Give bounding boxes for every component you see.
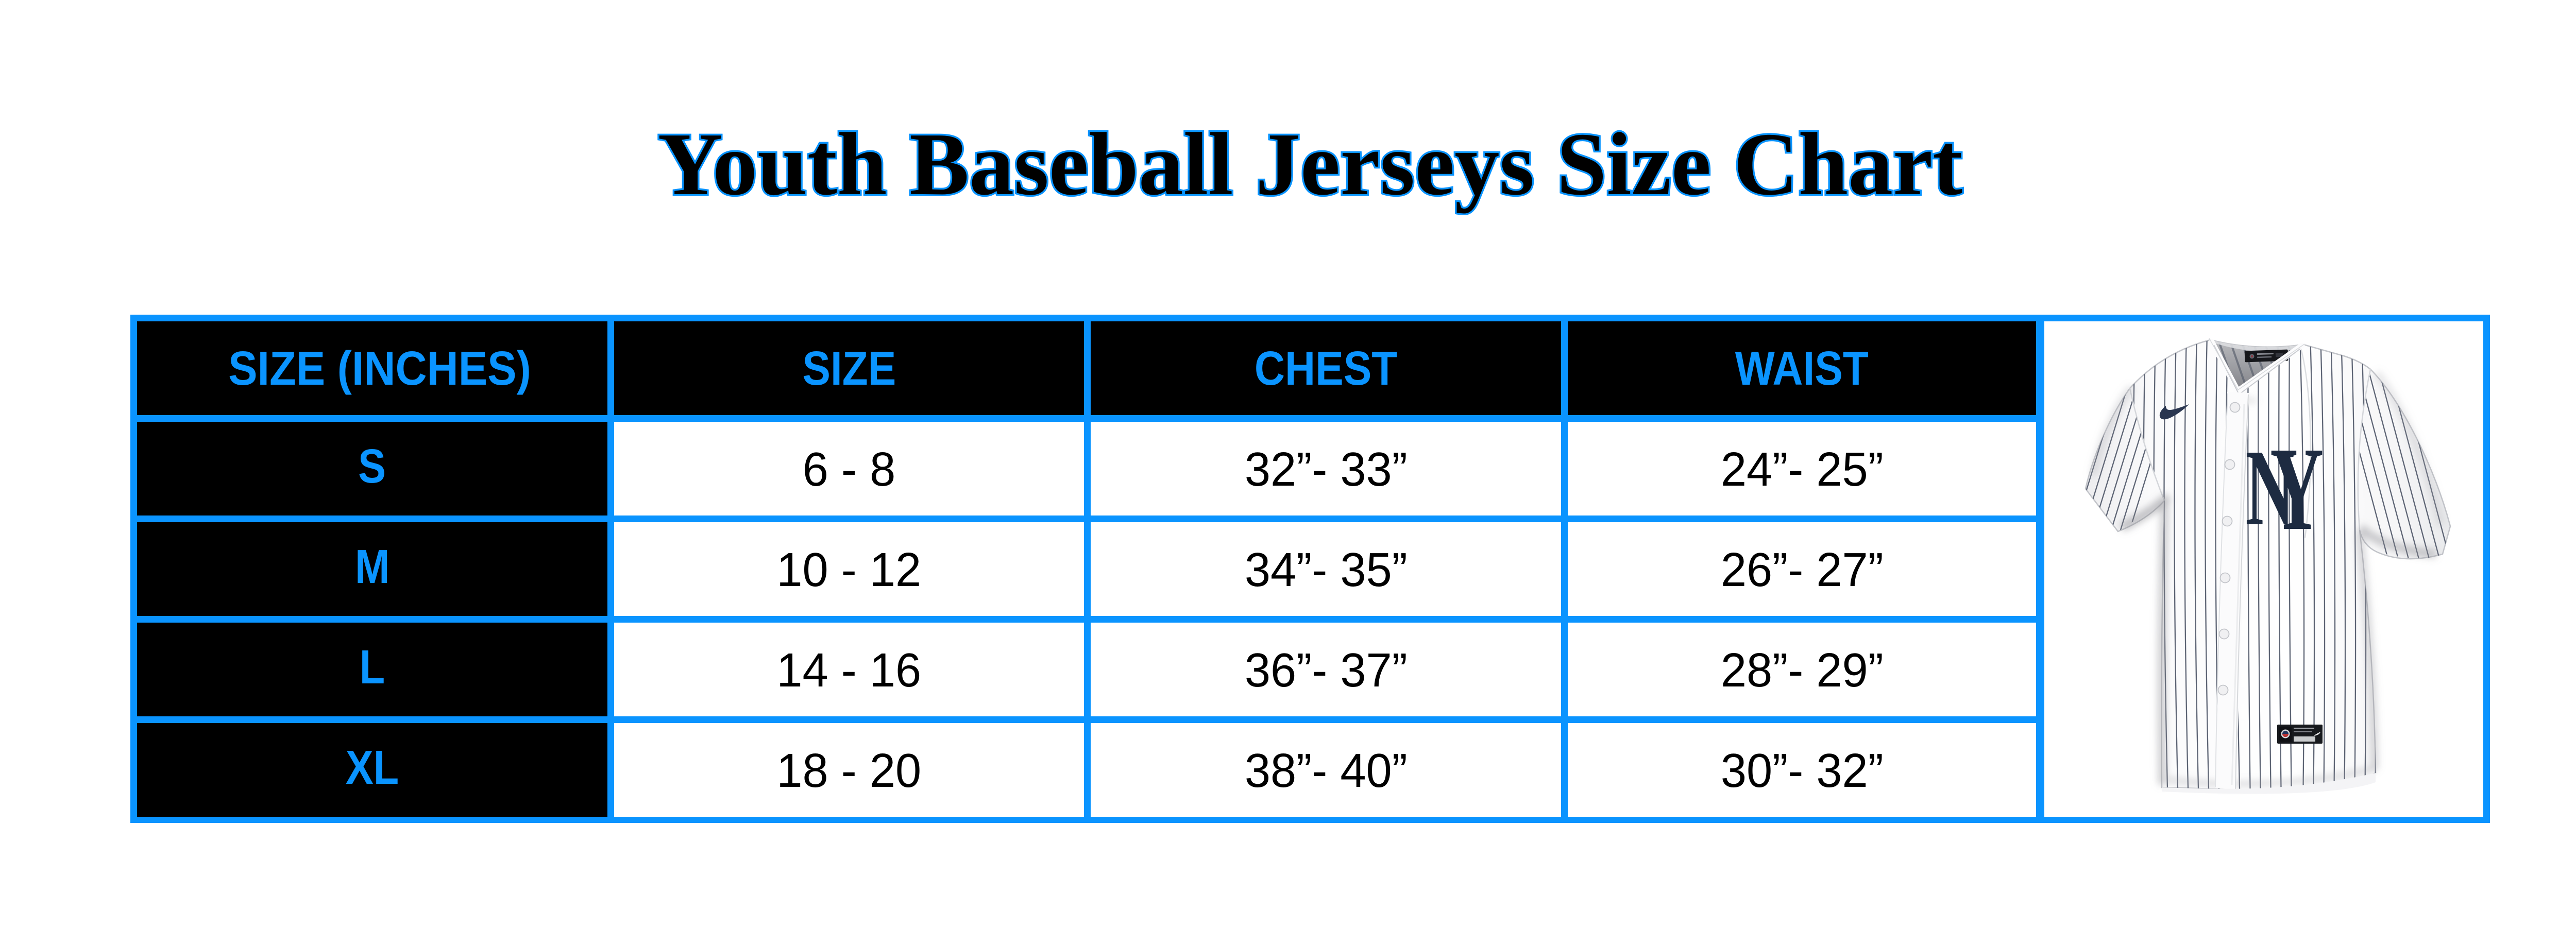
svg-text:N: N [2245,427,2294,548]
svg-text:Y: Y [2270,422,2324,555]
